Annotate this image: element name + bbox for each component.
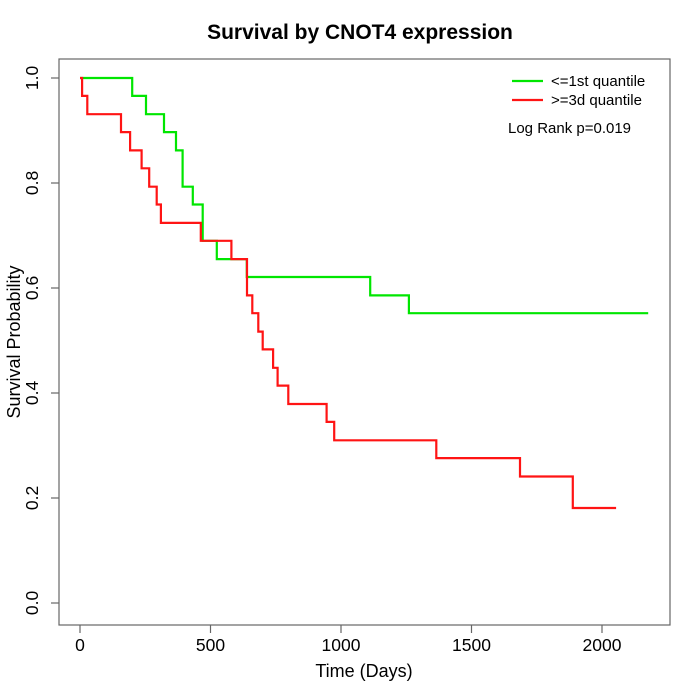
plot-box <box>58 58 671 626</box>
y-tick-label: 0.4 <box>22 381 42 406</box>
survival-curves <box>80 76 649 510</box>
x-tick-label: 2000 <box>583 635 622 655</box>
x-axis-label: Time (Days) <box>315 661 412 681</box>
legend: <=1st quantile >=3d quantile Log Rank p=… <box>508 73 645 137</box>
y-axis-label: Survival Probability <box>4 265 24 418</box>
y-axis-ticks: 0.0 0.2 0.4 0.6 0.8 1.0 <box>22 66 59 616</box>
y-tick-label: 0.8 <box>22 171 42 195</box>
km-curve-first-quantile <box>80 76 649 315</box>
chart-title: Survival by CNOT4 expression <box>207 21 513 44</box>
legend-label-third-quantile: >=3d quantile <box>551 92 642 109</box>
logrank-annotation: Log Rank p=0.019 <box>508 120 631 137</box>
y-tick-label: 1.0 <box>22 66 42 91</box>
x-axis-ticks: 0 500 1000 1500 2000 <box>75 625 622 655</box>
km-curve-third-quantile <box>80 76 617 510</box>
x-tick-label: 500 <box>196 635 225 655</box>
y-tick-label: 0.0 <box>22 591 42 616</box>
y-tick-label: 0.2 <box>22 486 42 510</box>
legend-label-first-quantile: <=1st quantile <box>551 73 645 90</box>
x-tick-label: 1500 <box>452 635 491 655</box>
x-tick-label: 0 <box>75 635 85 655</box>
y-tick-label: 0.6 <box>22 276 42 300</box>
x-tick-label: 1000 <box>322 635 361 655</box>
